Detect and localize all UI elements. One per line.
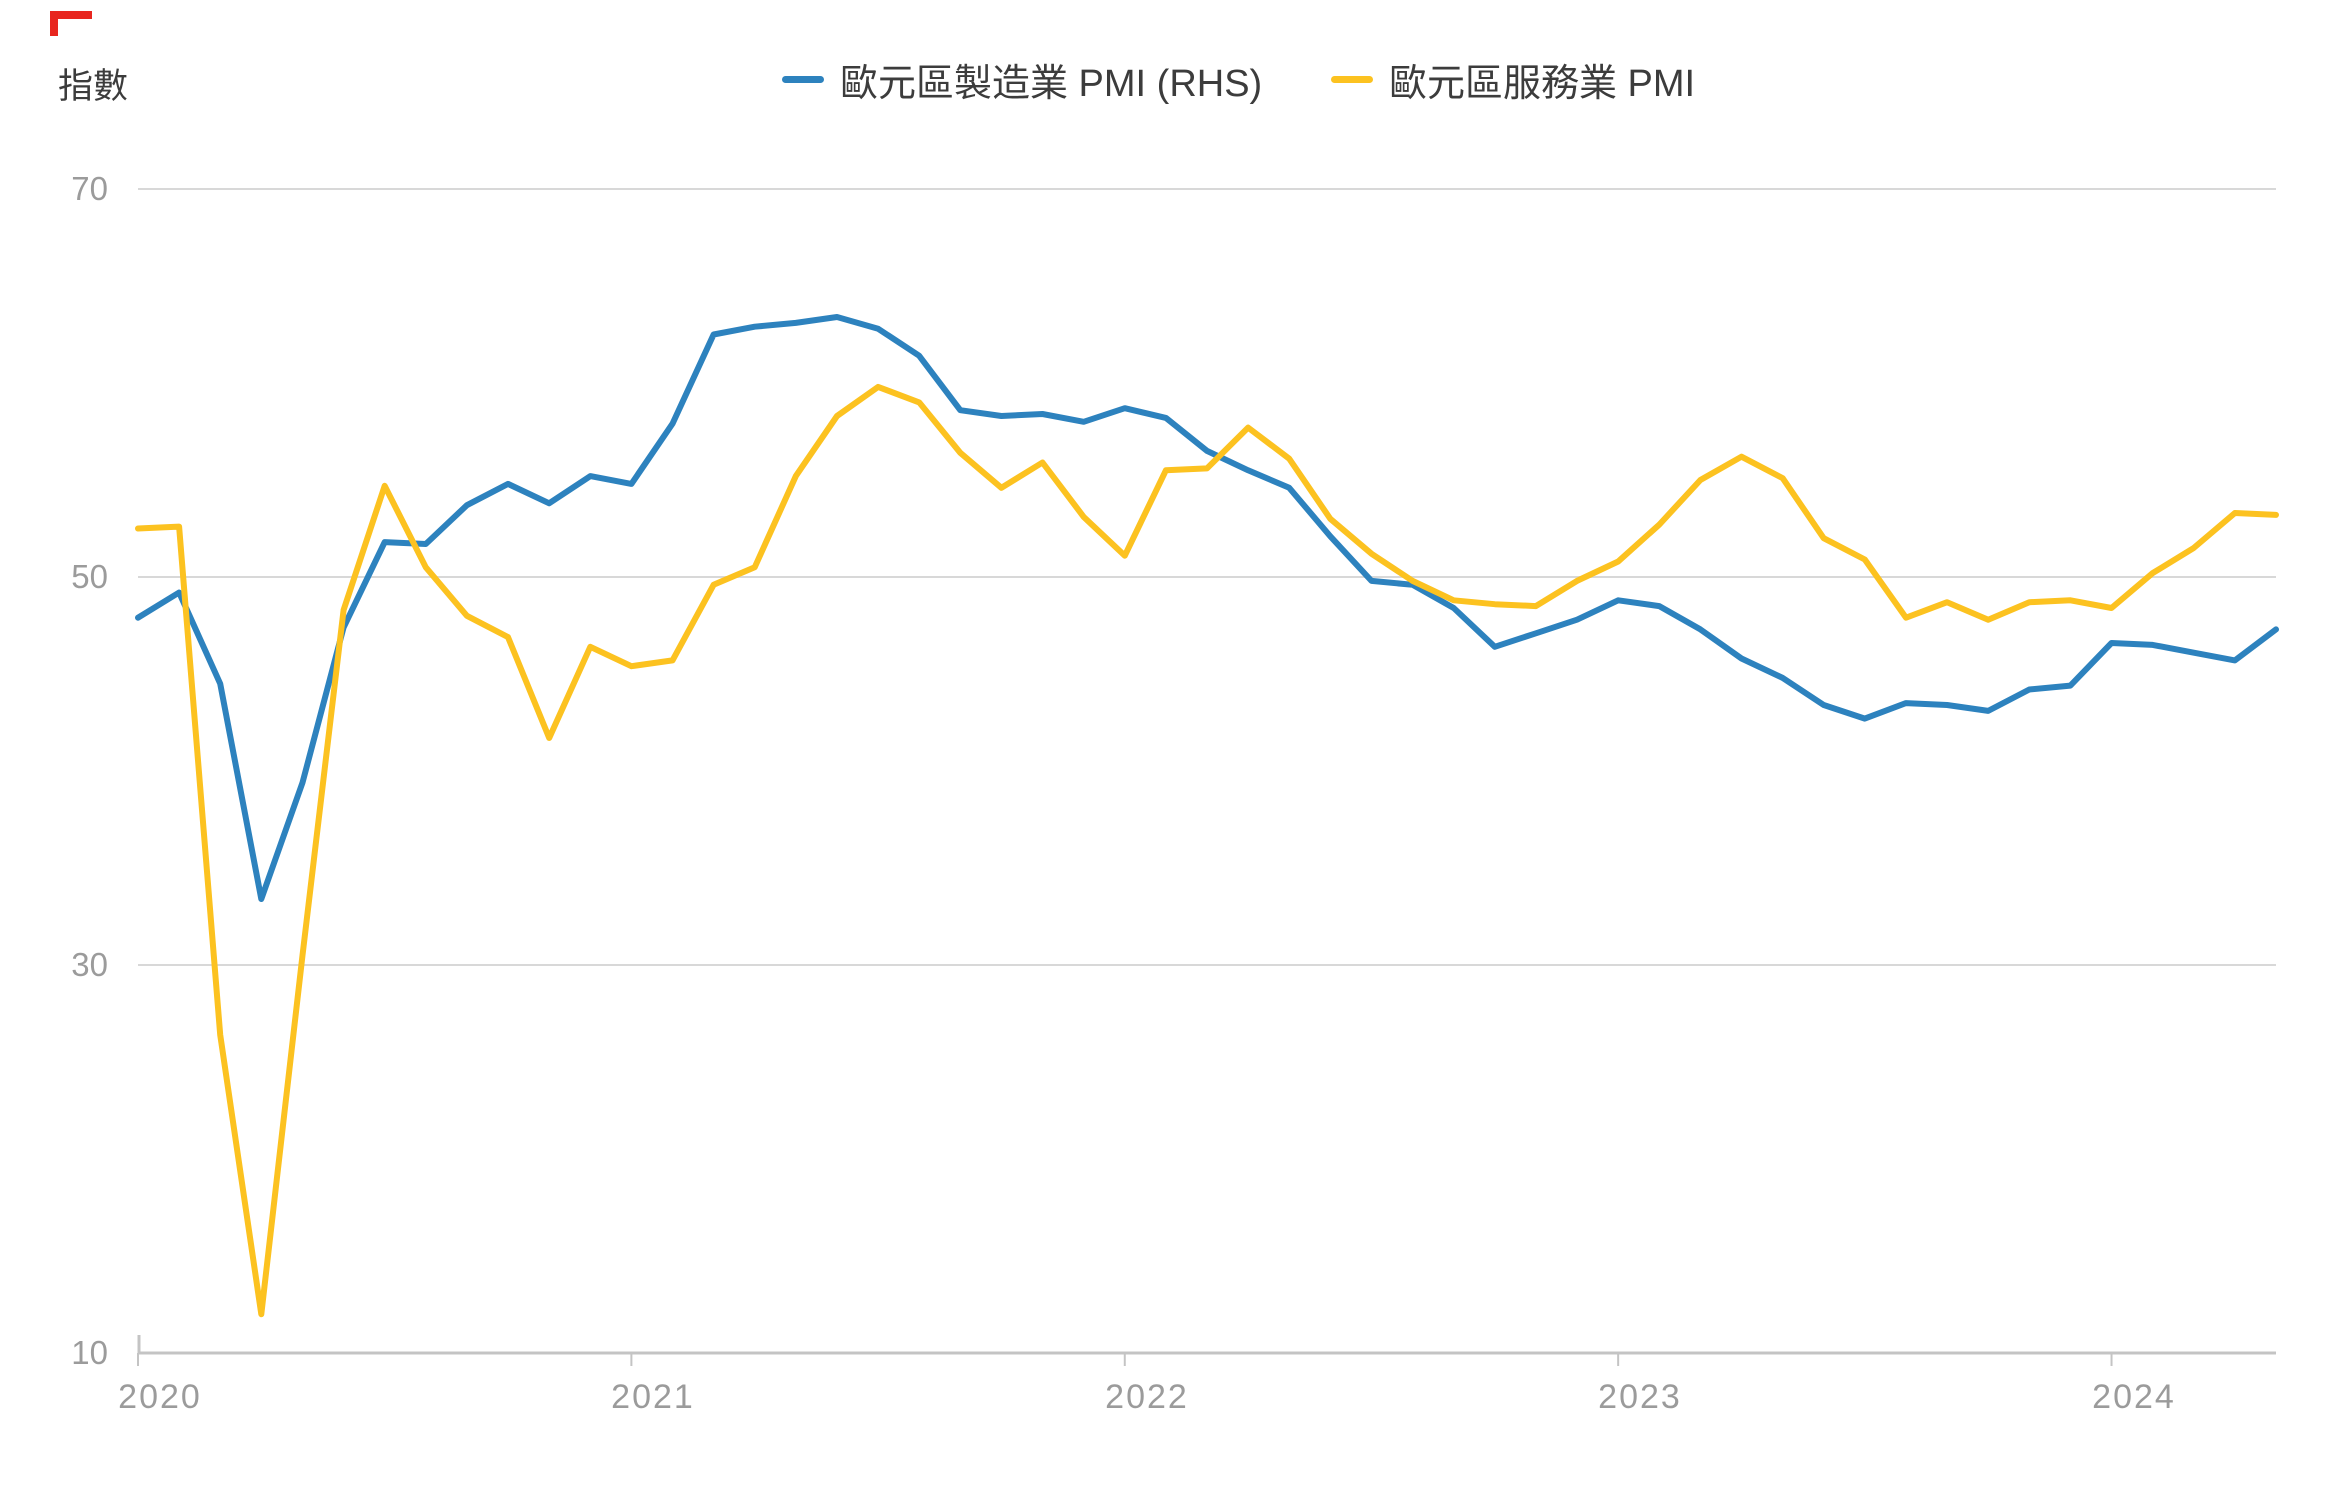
y-axis-title: 指數: [58, 67, 129, 106]
x-tick-label-2024: 2024: [2092, 1378, 2176, 1416]
y-tick-label-10: 10: [71, 1334, 108, 1371]
legend-label-manufacturing: 歐元區製造業 PMI (RHS): [840, 62, 1263, 105]
legend-label-services: 歐元區服務業 PMI: [1389, 62, 1696, 105]
red-corner-annotation-mark: [50, 11, 92, 36]
services-pmi-line: [135, 383, 2279, 1318]
y-tick-label-70: 70: [71, 170, 108, 207]
y-tick-label-30: 30: [71, 946, 108, 983]
services-line-swatch-icon: [1331, 75, 1373, 83]
x-tick-label-2020: 2020: [118, 1378, 202, 1416]
manufacturing-pmi-line: [135, 314, 2279, 902]
manufacturing-line-swatch-icon: [782, 75, 824, 83]
x-tick-label-2023: 2023: [1598, 1378, 1682, 1416]
x-tick-label-2021: 2021: [611, 1378, 695, 1416]
y-tick-label-50: 50: [71, 558, 108, 595]
x-tick-label-2022: 2022: [1105, 1378, 1189, 1416]
legend-item-manufacturing-pmi[interactable]: 歐元區製造業 PMI (RHS): [782, 56, 1262, 105]
legend-item-services-pmi[interactable]: 歐元區服務業 PMI: [1331, 56, 1695, 105]
